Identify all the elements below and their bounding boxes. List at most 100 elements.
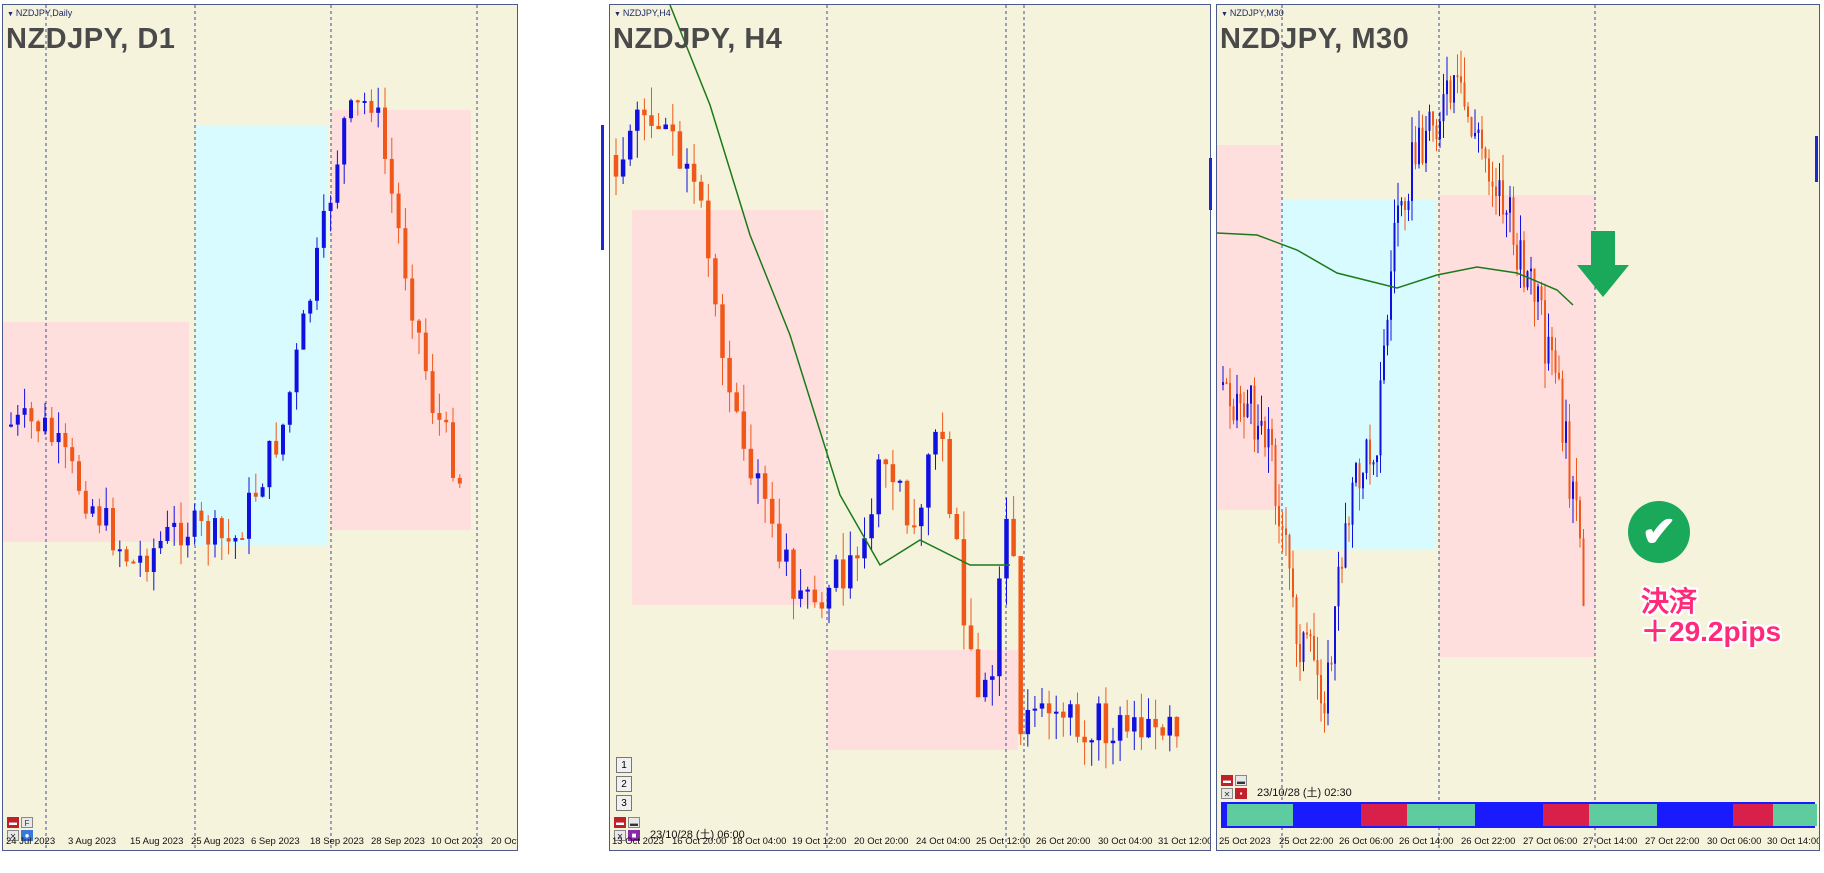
close-icon[interactable]: ▬ xyxy=(7,817,19,828)
chart-title: NZDJPY, D1 xyxy=(6,23,176,55)
candle-body xyxy=(613,155,619,177)
chart-title: NZDJPY, H4 xyxy=(613,23,783,55)
f-button[interactable]: F xyxy=(21,817,33,828)
candle-body xyxy=(1512,197,1515,245)
candle-body xyxy=(321,210,326,248)
candle-body xyxy=(349,100,353,119)
candle-body xyxy=(1103,703,1109,744)
time-label: 31 Oct 12:00 xyxy=(1158,836,1211,847)
candle-body xyxy=(968,625,974,650)
candle-body xyxy=(812,589,818,603)
candle-body xyxy=(77,461,81,491)
settings-icon[interactable]: ● xyxy=(21,830,33,841)
candle-body xyxy=(1411,142,1413,201)
candle-body xyxy=(308,300,313,314)
time-label: 26 Oct 06:00 xyxy=(1339,836,1394,847)
candle-body xyxy=(1565,421,1567,443)
candle-body xyxy=(36,421,41,432)
chart-canvas-h4[interactable] xyxy=(610,5,1211,851)
settings-icon[interactable]: ▪ xyxy=(1235,788,1247,799)
zone-box xyxy=(195,125,327,545)
candle-body xyxy=(1470,116,1473,137)
candle-body xyxy=(1330,662,1333,665)
session-segment xyxy=(1227,804,1293,826)
chart-panel-d1[interactable]: NZDJPY,Daily NZDJPY, D1 ▬ F ✕ ● 24 Jul 2… xyxy=(2,4,518,851)
candle-body xyxy=(1174,716,1180,737)
candle-body xyxy=(1526,271,1529,288)
chart-canvas-m30[interactable] xyxy=(1217,5,1820,851)
candle-body xyxy=(226,538,231,542)
candle-body xyxy=(1039,703,1045,709)
candle-body xyxy=(734,392,739,412)
settings-icon[interactable]: ■ xyxy=(628,830,640,841)
candle-body xyxy=(1491,181,1494,187)
candle-body xyxy=(1253,385,1256,440)
candle-body xyxy=(1579,500,1581,539)
session-segment xyxy=(1293,804,1361,826)
candle-body xyxy=(876,459,881,515)
minimize-icon[interactable]: ▬ xyxy=(628,817,640,828)
candle-body xyxy=(70,447,75,462)
time-label: 24 Jul 2023 xyxy=(6,836,56,847)
preset-button-2[interactable]: 2 xyxy=(616,776,632,792)
close-icon[interactable]: ▬ xyxy=(1221,775,1233,786)
candle-body xyxy=(294,349,299,393)
time-label: 16 Oct 20:00 xyxy=(672,836,727,847)
preset-button-3[interactable]: 3 xyxy=(616,795,632,811)
candle-body xyxy=(755,473,761,479)
time-label: 26 Oct 14:00 xyxy=(1399,836,1454,847)
time-label: 25 Oct 22:00 xyxy=(1279,836,1334,847)
candle-body xyxy=(1404,201,1406,211)
time-label: 30 Oct 06:00 xyxy=(1707,836,1762,847)
zone-box xyxy=(632,210,824,605)
candle-body xyxy=(247,492,251,539)
scroll-marker xyxy=(1209,158,1212,210)
candle-body xyxy=(383,107,387,159)
candle-body xyxy=(791,549,796,599)
zone-box xyxy=(828,650,1018,750)
candle-body xyxy=(642,109,647,116)
time-label: 10 Oct 2023 xyxy=(431,836,483,847)
candle-body xyxy=(1257,425,1259,440)
chart-panel-m30[interactable]: NZDJPY,M30 NZDJPY, M30 ▬ ▬ ✕ ▪ 23/10/28 … xyxy=(1216,4,1820,851)
candle-body xyxy=(656,125,661,130)
candle-body xyxy=(1313,635,1315,661)
candle-body xyxy=(1442,94,1445,122)
candle-body xyxy=(233,538,238,542)
candle-body xyxy=(1018,556,1023,735)
candle-body xyxy=(1260,420,1263,426)
candle-body xyxy=(1537,286,1539,302)
x-icon[interactable]: ✕ xyxy=(1221,788,1233,799)
minimize-icon[interactable]: ▬ xyxy=(1235,775,1247,786)
settlement-annotation: 決済 ＋29.2pips xyxy=(1641,587,1781,647)
candle-body xyxy=(1453,75,1455,103)
candle-body xyxy=(798,590,803,599)
candle-body xyxy=(1110,740,1116,744)
candle-body xyxy=(1460,76,1462,83)
datetime-label: 23/10/28 (土) 02:30 xyxy=(1257,787,1352,799)
candle-body xyxy=(1153,718,1158,728)
candle-body xyxy=(1075,704,1080,737)
x-icon[interactable]: ✕ xyxy=(614,830,626,841)
candle-body xyxy=(1439,121,1441,140)
time-label: 30 Oct 14:00 xyxy=(1767,836,1820,847)
candle-body xyxy=(151,548,156,573)
close-icon[interactable]: ▬ xyxy=(614,817,626,828)
candle-body xyxy=(1117,715,1123,741)
candle-body xyxy=(260,487,265,497)
time-label: 26 Oct 20:00 xyxy=(1036,836,1091,847)
candle-body xyxy=(83,490,88,514)
chart-canvas-d1[interactable] xyxy=(3,5,518,851)
time-label: 18 Sep 2023 xyxy=(310,836,364,847)
candle-body xyxy=(342,118,347,165)
candle-body xyxy=(90,506,95,514)
chart-panel-h4[interactable]: NZDJPY,H4 NZDJPY, H4 1 2 3 ▬ ▬ ✕ ■ 23/10… xyxy=(609,4,1211,851)
x-icon[interactable]: ✕ xyxy=(7,830,19,841)
candle-body xyxy=(15,414,20,425)
candle-body xyxy=(403,228,408,279)
candle-body xyxy=(919,507,924,527)
time-label: 25 Aug 2023 xyxy=(191,836,245,847)
candle-body xyxy=(117,549,122,552)
preset-button-1[interactable]: 1 xyxy=(616,757,632,773)
candle-body xyxy=(1306,632,1308,635)
